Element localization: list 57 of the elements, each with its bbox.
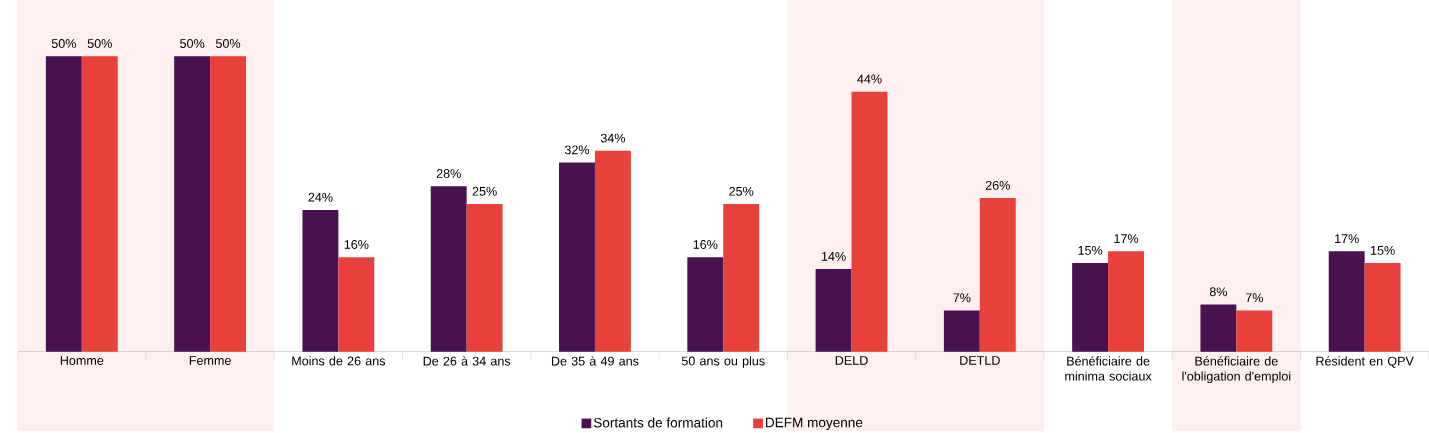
x-tick-label: Bénéficiaire de minima sociaux (1065, 356, 1152, 381)
bar (45, 56, 82, 352)
data-label: 17% (1114, 234, 1139, 243)
bar (1236, 310, 1273, 352)
bar (302, 209, 339, 352)
bar (1200, 304, 1237, 352)
data-label: 28% (436, 168, 461, 178)
bar (466, 203, 503, 352)
data-label: 8% (1209, 287, 1228, 297)
legend-label: Sortants de formation (593, 417, 723, 428)
bar (723, 203, 760, 352)
data-label: 50% (180, 38, 205, 48)
bar (594, 150, 631, 352)
bar (210, 56, 247, 352)
bar (1364, 262, 1401, 352)
bar (430, 186, 467, 352)
data-label: 16% (693, 239, 718, 249)
data-label: 50% (87, 38, 112, 48)
x-tick-label: Moins de 26 ans (292, 356, 386, 366)
bar (943, 310, 980, 352)
data-label: 14% (821, 251, 846, 261)
bar (81, 56, 118, 352)
x-tick-label: DELD (835, 356, 868, 365)
x-tick-label: DETLD (960, 356, 1000, 365)
data-label: 17% (1335, 234, 1359, 243)
data-label: 15% (1078, 245, 1103, 255)
data-label: 7% (1245, 293, 1263, 303)
x-tick-label: De 35 à 49 ans (551, 356, 639, 366)
x-tick-label: Femme (189, 356, 231, 365)
data-label: 24% (308, 192, 333, 202)
data-label: 15% (1371, 245, 1395, 255)
data-label: 50% (51, 38, 76, 48)
data-label: 25% (729, 186, 754, 196)
data-label: 50% (215, 38, 241, 48)
bar (815, 268, 852, 352)
bar (979, 197, 1016, 352)
bar (1108, 251, 1145, 352)
bar (559, 162, 595, 352)
data-label: 26% (985, 180, 1010, 190)
bar (1328, 251, 1365, 352)
x-tick-label: Bénéficiaire de l'obligation d'emploi (1182, 356, 1291, 383)
data-label: 25% (472, 186, 497, 196)
legend-label: DEFM moyenne (766, 417, 863, 430)
data-label: 16% (344, 239, 369, 249)
bar (174, 56, 211, 352)
x-tick-label: De 26 à 34 ans (423, 356, 511, 366)
data-label: 7% (953, 293, 971, 303)
x-tick-label: 50 ans ou plus (681, 356, 765, 368)
bar (1072, 262, 1109, 352)
bar (851, 91, 888, 352)
bar (338, 257, 375, 352)
data-label: 32% (564, 145, 590, 155)
data-label: 34% (600, 133, 626, 143)
x-tick-label: Homme (60, 356, 104, 365)
bar (687, 257, 724, 352)
data-label: 44% (857, 74, 882, 84)
x-tick-label: Résident en QPV (1316, 356, 1414, 368)
